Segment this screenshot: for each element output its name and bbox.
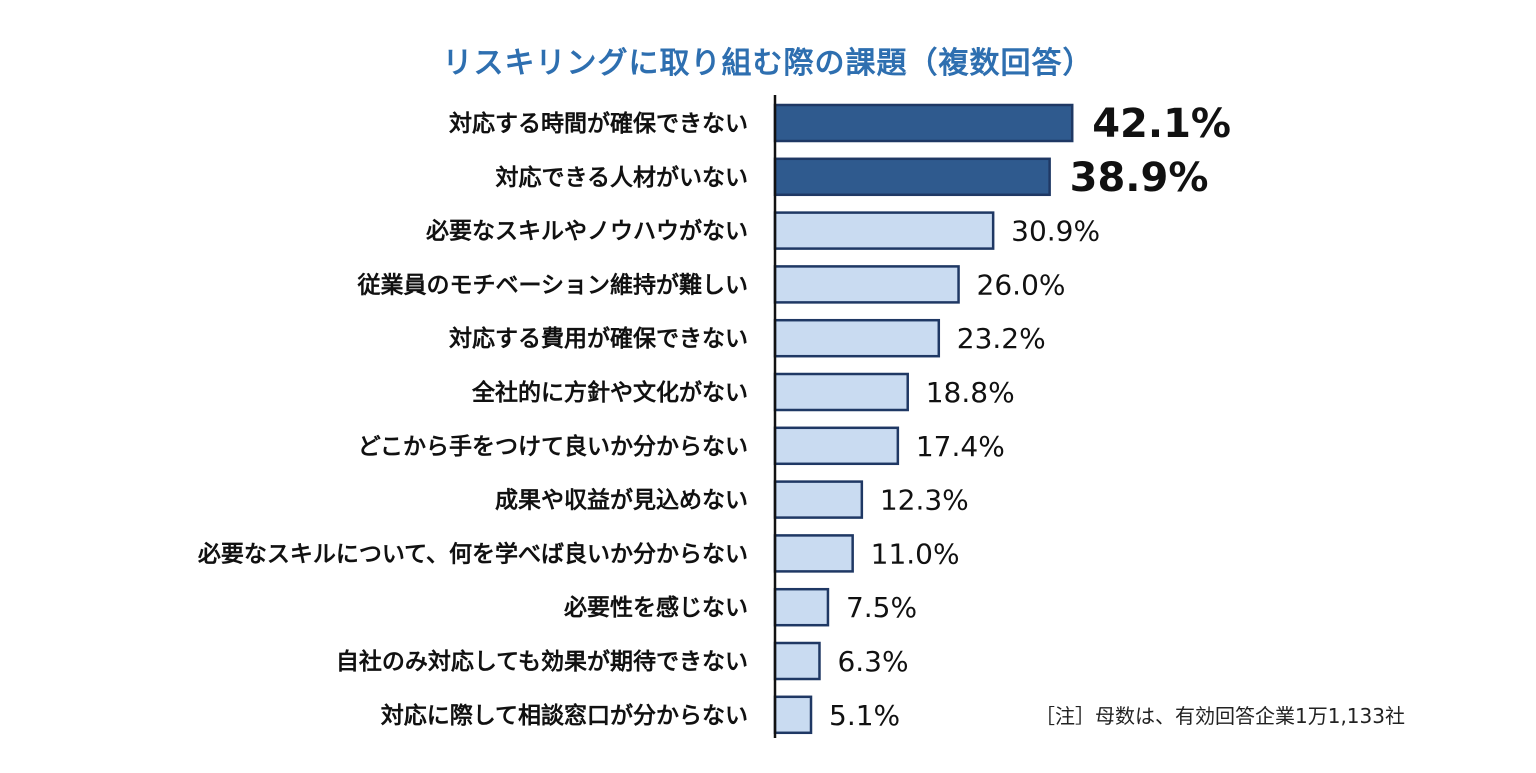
bar (773, 695, 813, 735)
category-label: 対応できる人材がいない (495, 164, 748, 191)
value-label: 17.4% (916, 430, 1005, 463)
value-label: 38.9% (1070, 155, 1209, 201)
value-label: 26.0% (977, 268, 1066, 301)
footnote: ［注］母数は、有効回答企業1万1,133社 (1035, 704, 1405, 728)
bar (773, 426, 900, 466)
bar (773, 103, 1074, 143)
bar (773, 480, 864, 519)
bar (773, 318, 941, 358)
value-label: 30.9% (1011, 215, 1100, 248)
category-label: どこから手をつけて良いか分からない (358, 433, 748, 460)
category-label: 対応する時間が確保できない (449, 110, 748, 137)
value-label: 18.8% (926, 376, 1015, 409)
bar (773, 211, 995, 250)
value-label: 5.1% (829, 699, 900, 732)
bar (773, 265, 960, 304)
value-label: 42.1% (1092, 101, 1231, 147)
category-label: 成果や収益が見込めない (495, 487, 748, 514)
category-label: 対応に際して相談窓口が分からない (381, 702, 748, 729)
category-label: 必要性を感じない (564, 594, 748, 621)
value-label: 23.2% (957, 322, 1046, 355)
value-label: 6.3% (837, 645, 908, 678)
category-label: 必要なスキルやノウハウがない (426, 218, 748, 245)
bar (773, 372, 909, 412)
category-label: 従業員のモチベーション維持が難しい (356, 271, 748, 298)
value-label: 12.3% (880, 484, 969, 517)
bar (773, 587, 830, 627)
category-label: 自社のみ対応しても効果が期待できない (336, 648, 748, 675)
category-label: 対応する費用が確保できない (449, 325, 748, 352)
bar (773, 641, 821, 681)
category-label: 必要なスキルについて、何を学べば良いか分からない (198, 540, 748, 567)
value-label: 7.5% (846, 591, 917, 624)
value-label: 11.0% (871, 537, 960, 570)
bar (773, 534, 854, 573)
bar (773, 157, 1051, 197)
chart-title: リスキリングに取り組む際の課題（複数回答） (442, 46, 1094, 81)
category-label: 全社的に方針や文化がない (471, 379, 748, 406)
